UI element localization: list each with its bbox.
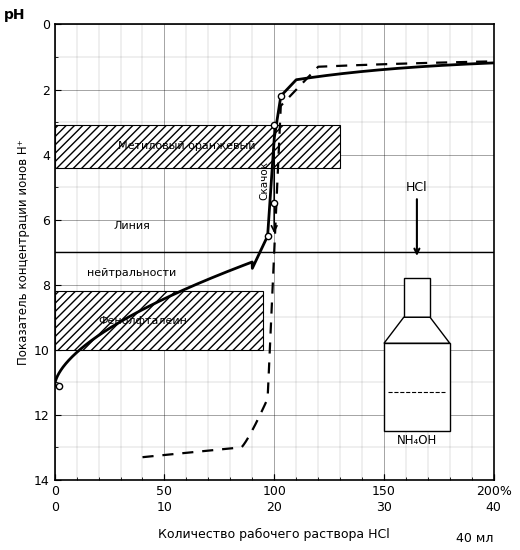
Bar [55, 125, 340, 168]
Y-axis label: Показатель концентрации ионов H⁺: Показатель концентрации ионов H⁺ [17, 139, 30, 365]
Polygon shape [384, 343, 450, 431]
Text: HCl: HCl [406, 180, 428, 254]
Text: Скачок: Скачок [259, 161, 269, 200]
Polygon shape [384, 317, 450, 343]
Polygon shape [404, 278, 430, 317]
Text: Фенолфталеин: Фенолфталеин [98, 316, 187, 326]
X-axis label: Количество рабочего раствора HCl: Количество рабочего раствора HCl [158, 529, 390, 541]
Text: нейтральности: нейтральности [87, 268, 176, 278]
Text: pH: pH [4, 8, 25, 22]
Text: Метиловый оранжевый: Метиловый оранжевый [118, 141, 255, 151]
Text: NH₄OH: NH₄OH [397, 434, 437, 447]
Text: Линия: Линия [113, 221, 150, 231]
Bar [55, 292, 263, 350]
Text: 40 мл: 40 мл [457, 532, 493, 546]
